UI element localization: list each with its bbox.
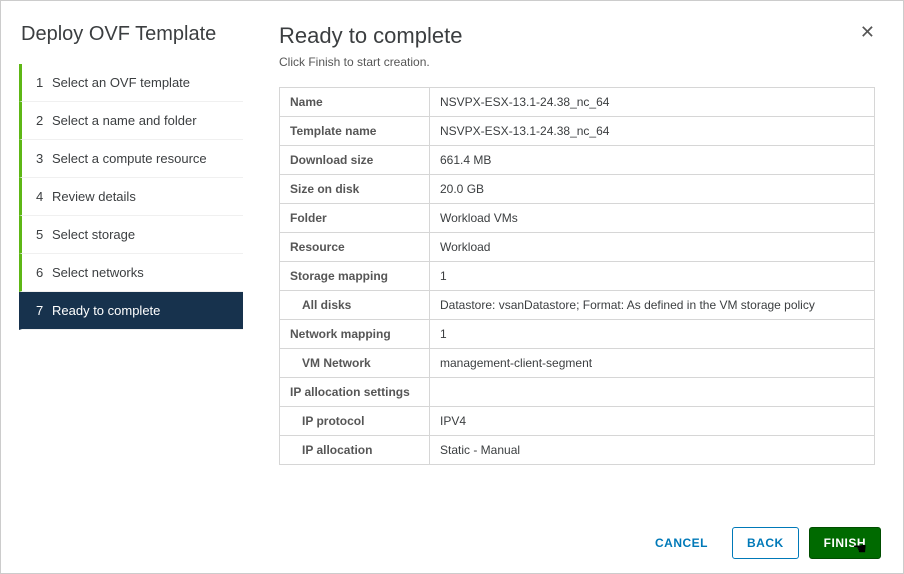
table-row: Download size661.4 MB — [280, 146, 875, 175]
wizard-title: Deploy OVF Template — [19, 23, 243, 46]
step-number: 1 — [36, 75, 52, 90]
row-value: Workload VMs — [430, 204, 875, 233]
close-button[interactable]: ✕ — [860, 23, 875, 41]
step-label: Select networks — [52, 265, 144, 280]
wizard-sidebar: Deploy OVF Template 1Select an OVF templ… — [1, 1, 251, 513]
row-value: 1 — [430, 320, 875, 349]
wizard-step-6[interactable]: 6Select networks — [19, 254, 243, 292]
row-label: Download size — [280, 146, 430, 175]
step-label: Ready to complete — [52, 303, 160, 318]
row-value: management-client-segment — [430, 349, 875, 378]
table-row: IP allocation settings — [280, 378, 875, 407]
row-label: VM Network — [280, 349, 430, 378]
step-number: 3 — [36, 151, 52, 166]
step-number: 4 — [36, 189, 52, 204]
wizard-step-4[interactable]: 4Review details — [19, 178, 243, 216]
step-number: 5 — [36, 227, 52, 242]
step-label: Review details — [52, 189, 136, 204]
step-label: Select a name and folder — [52, 113, 197, 128]
row-label: Template name — [280, 117, 430, 146]
table-row: VM Networkmanagement-client-segment — [280, 349, 875, 378]
row-value — [430, 378, 875, 407]
table-row: Network mapping1 — [280, 320, 875, 349]
row-value: 20.0 GB — [430, 175, 875, 204]
step-number: 7 — [36, 303, 52, 318]
step-number: 6 — [36, 265, 52, 280]
row-label: Resource — [280, 233, 430, 262]
row-label: Name — [280, 88, 430, 117]
wizard-steps: 1Select an OVF template2Select a name an… — [19, 64, 243, 330]
table-row: IP allocationStatic - Manual — [280, 436, 875, 465]
row-label: Folder — [280, 204, 430, 233]
wizard-step-1[interactable]: 1Select an OVF template — [19, 64, 243, 102]
summary-body: NameNSVPX-ESX-13.1-24.38_nc_64Template n… — [280, 88, 875, 465]
table-row: Size on disk20.0 GB — [280, 175, 875, 204]
wizard-step-3[interactable]: 3Select a compute resource — [19, 140, 243, 178]
row-value: Workload — [430, 233, 875, 262]
deploy-ovf-dialog: Deploy OVF Template 1Select an OVF templ… — [0, 0, 904, 574]
row-label: Storage mapping — [280, 262, 430, 291]
row-value: NSVPX-ESX-13.1-24.38_nc_64 — [430, 88, 875, 117]
table-row: All disksDatastore: vsanDatastore; Forma… — [280, 291, 875, 320]
row-label: IP protocol — [280, 407, 430, 436]
page-subtitle: Click Finish to start creation. — [279, 55, 875, 69]
step-label: Select a compute resource — [52, 151, 207, 166]
cancel-button[interactable]: CANCEL — [641, 528, 722, 558]
row-value: Static - Manual — [430, 436, 875, 465]
row-label: All disks — [280, 291, 430, 320]
wizard-step-5[interactable]: 5Select storage — [19, 216, 243, 254]
table-row: NameNSVPX-ESX-13.1-24.38_nc_64 — [280, 88, 875, 117]
row-label: Size on disk — [280, 175, 430, 204]
back-button[interactable]: BACK — [732, 527, 799, 559]
step-label: Select storage — [52, 227, 135, 242]
row-label: Network mapping — [280, 320, 430, 349]
table-row: IP protocolIPV4 — [280, 407, 875, 436]
dialog-body: Deploy OVF Template 1Select an OVF templ… — [1, 1, 903, 513]
row-value: NSVPX-ESX-13.1-24.38_nc_64 — [430, 117, 875, 146]
row-value: IPV4 — [430, 407, 875, 436]
row-label: IP allocation settings — [280, 378, 430, 407]
close-icon: ✕ — [860, 22, 875, 42]
step-number: 2 — [36, 113, 52, 128]
table-row: Template nameNSVPX-ESX-13.1-24.38_nc_64 — [280, 117, 875, 146]
table-row: ResourceWorkload — [280, 233, 875, 262]
wizard-step-7[interactable]: 7Ready to complete — [19, 292, 243, 330]
page-title: Ready to complete — [279, 23, 875, 49]
wizard-step-2[interactable]: 2Select a name and folder — [19, 102, 243, 140]
table-row: Storage mapping1 — [280, 262, 875, 291]
dialog-footer: CANCEL BACK FINISH ☚ — [1, 513, 903, 573]
summary-table: NameNSVPX-ESX-13.1-24.38_nc_64Template n… — [279, 87, 875, 465]
main-panel: ✕ Ready to complete Click Finish to star… — [251, 1, 903, 513]
row-value: 1 — [430, 262, 875, 291]
table-row: FolderWorkload VMs — [280, 204, 875, 233]
row-value: 661.4 MB — [430, 146, 875, 175]
finish-button[interactable]: FINISH — [809, 527, 881, 559]
row-label: IP allocation — [280, 436, 430, 465]
step-label: Select an OVF template — [52, 75, 190, 90]
row-value: Datastore: vsanDatastore; Format: As def… — [430, 291, 875, 320]
